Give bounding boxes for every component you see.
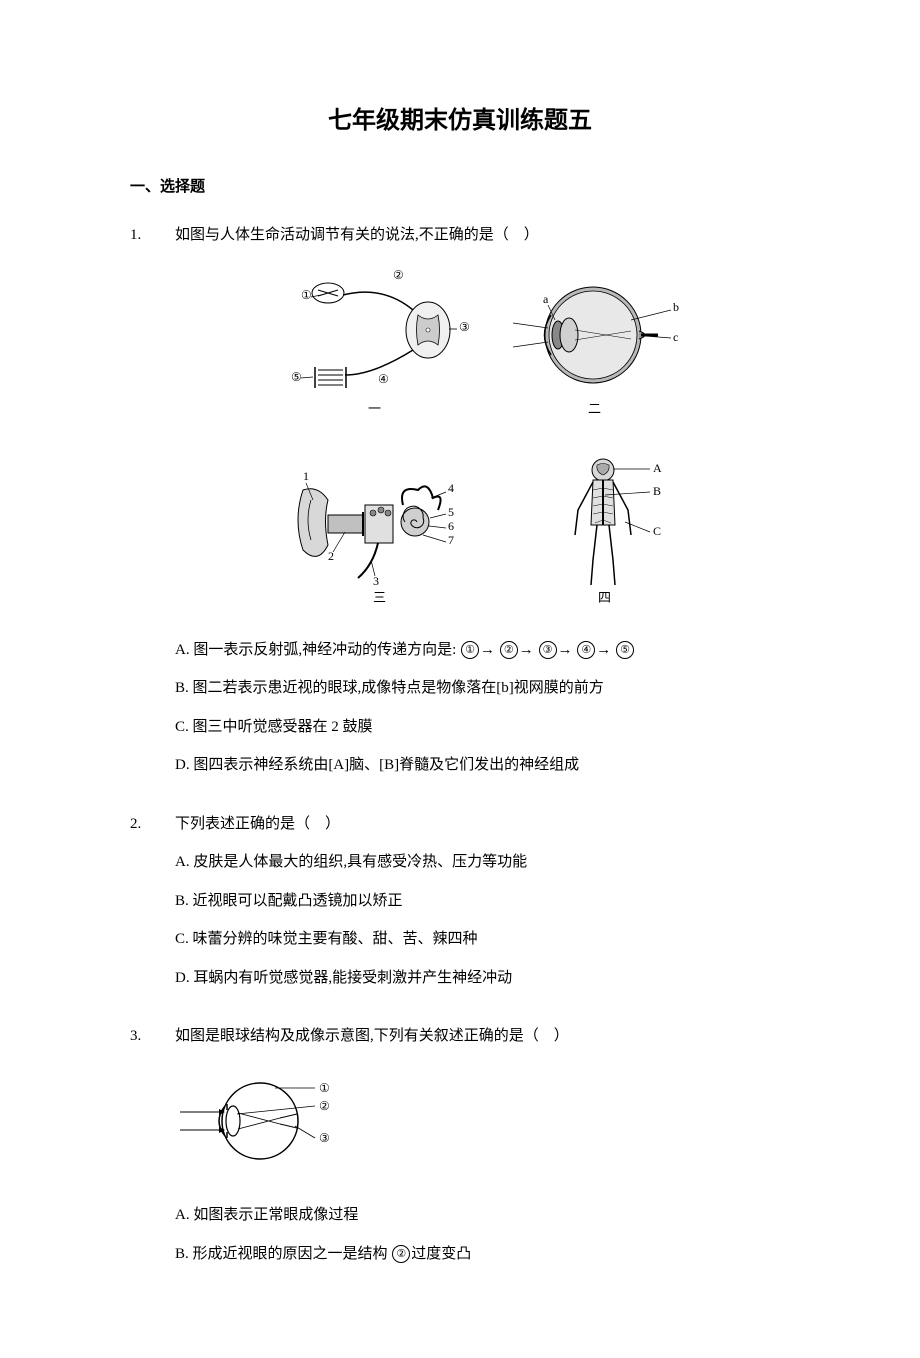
reflex-label-4: ④ — [378, 372, 389, 386]
option-letter: D. — [175, 970, 190, 986]
option-letter: A. — [175, 854, 190, 870]
options-list: A. 图一表示反射弧,神经冲动的传递方向是: ①→ ②→ ③→ ④→ ⑤ B. … — [175, 636, 790, 780]
option-letter: B. — [175, 893, 189, 909]
circled-1: ① — [461, 641, 479, 659]
question-body: 如图与人体生命活动调节有关的说法,不正确的是（ ） ② — [175, 221, 790, 790]
option-text-part: → — [596, 642, 615, 658]
option-text: 皮肤是人体最大的组织,具有感受冷热、压力等功能 — [193, 854, 527, 870]
option-letter: C. — [175, 931, 189, 947]
reflex-label-3: ③ — [459, 320, 470, 334]
option-text-part: 形成近视眼的原因之一是结构 — [193, 1246, 392, 1262]
ear-diagram: 1 2 3 4 5 6 7 三 — [298, 469, 454, 605]
option-b: B. 图二若表示患近视的眼球,成像特点是物像落在[b]视网膜的前方 — [175, 674, 790, 703]
ear-label-1: 1 — [303, 469, 309, 483]
circled-2: ② — [500, 641, 518, 659]
option-a: A. 皮肤是人体最大的组织,具有感受冷热、压力等功能 — [175, 848, 790, 877]
question-number: 1. — [130, 221, 175, 790]
option-text: 如图表示正常眼成像过程 — [193, 1207, 358, 1223]
figure-eye-imaging: ① ② ③ — [175, 1066, 790, 1187]
option-letter: A. — [175, 642, 190, 658]
exam-page: 七年级期末仿真训练题五 一、选择题 1. 如图与人体生命活动调节有关的说法,不正… — [0, 0, 920, 1358]
option-letter: B. — [175, 680, 189, 696]
question-body: 如图是眼球结构及成像示意图,下列有关叙述正确的是（ ） — [175, 1022, 790, 1278]
option-text: 近视眼可以配戴凸透镜加以矫正 — [193, 893, 403, 909]
body-label-a: A — [653, 461, 662, 475]
reflex-label-2: ② — [393, 268, 404, 282]
eye-label-c: c — [673, 330, 678, 344]
option-b: B. 近视眼可以配戴凸透镜加以矫正 — [175, 887, 790, 916]
reflex-arc-eye-figure: ② ① ③ ④ — [273, 265, 693, 425]
question-stem: 如图与人体生命活动调节有关的说法,不正确的是（ ） — [175, 221, 790, 250]
eye-imaging-figure: ① ② ③ — [175, 1066, 345, 1176]
circled-2: ② — [392, 1245, 410, 1263]
eye-label-a: a — [543, 292, 549, 306]
ear-label-3: 3 — [373, 574, 379, 588]
reflex-arc-diagram: ② ① ③ ④ — [291, 268, 470, 416]
eye-diagram: a b c 二 — [513, 287, 679, 416]
option-text: 耳蜗内有听觉感觉器,能接受刺激并产生神经冲动 — [193, 970, 512, 986]
option-a: A. 图一表示反射弧,神经冲动的传递方向是: ①→ ②→ ③→ ④→ ⑤ — [175, 636, 790, 665]
question-1: 1. 如图与人体生命活动调节有关的说法,不正确的是（ ） ② — [130, 221, 790, 790]
options-list: A. 皮肤是人体最大的组织,具有感受冷热、压力等功能 B. 近视眼可以配戴凸透镜… — [175, 848, 790, 992]
option-text: 味蕾分辨的味觉主要有酸、甜、苦、辣四种 — [193, 931, 478, 947]
question-number: 3. — [130, 1022, 175, 1278]
option-text-part: 过度变凸 — [411, 1246, 471, 1262]
options-list: A. 如图表示正常眼成像过程 B. 形成近视眼的原因之一是结构 ②过度变凸 — [175, 1201, 790, 1268]
ear-body-figure: 1 2 3 4 5 6 7 三 — [273, 450, 693, 610]
circled-4: ④ — [577, 641, 595, 659]
reflex-label-5: ⑤ — [291, 370, 302, 384]
option-letter: C. — [175, 719, 189, 735]
reflex-label-1: ① — [301, 288, 312, 302]
option-c: C. 味蕾分辨的味觉主要有酸、甜、苦、辣四种 — [175, 925, 790, 954]
option-text-part: 图一表示反射弧,神经冲动的传递方向是: — [193, 642, 460, 658]
option-d: D. 耳蜗内有听觉感觉器,能接受刺激并产生神经冲动 — [175, 964, 790, 993]
eye-label-b: b — [673, 300, 679, 314]
option-text-part: → — [480, 642, 499, 658]
option-b: B. 形成近视眼的原因之一是结构 ②过度变凸 — [175, 1240, 790, 1269]
circled-5: ⑤ — [616, 641, 634, 659]
ear-caption: 三 — [373, 590, 386, 605]
option-text-part: → — [519, 642, 538, 658]
page-title: 七年级期末仿真训练题五 — [130, 100, 790, 135]
option-text: 图四表示神经系统由[A]脑、[B]脊髓及它们发出的神经组成 — [193, 757, 579, 773]
question-body: 下列表述正确的是（ ） A. 皮肤是人体最大的组织,具有感受冷热、压力等功能 B… — [175, 810, 790, 1003]
ear-label-4: 4 — [448, 481, 454, 495]
eye-imaging-label-3: ③ — [319, 1131, 330, 1145]
eye-imaging-label-2: ② — [319, 1099, 330, 1113]
ear-label-5: 5 — [448, 505, 454, 519]
option-letter: A. — [175, 1207, 190, 1223]
option-text: 图三中听觉感受器在 2 鼓膜 — [193, 719, 373, 735]
section-heading: 一、选择题 — [130, 175, 790, 196]
eye-imaging-label-1: ① — [319, 1081, 330, 1095]
question-2: 2. 下列表述正确的是（ ） A. 皮肤是人体最大的组织,具有感受冷热、压力等功… — [130, 810, 790, 1003]
body-diagram: A B C 四 — [575, 459, 662, 605]
body-caption: 四 — [598, 590, 611, 605]
option-letter: B. — [175, 1246, 189, 1262]
ear-label-2: 2 — [328, 549, 334, 563]
option-c: C. 图三中听觉感受器在 2 鼓膜 — [175, 713, 790, 742]
option-text-part: → — [558, 642, 577, 658]
eye-caption: 二 — [588, 401, 601, 416]
question-stem: 如图是眼球结构及成像示意图,下列有关叙述正确的是（ ） — [175, 1022, 790, 1051]
body-label-c: C — [653, 524, 661, 538]
option-letter: D. — [175, 757, 190, 773]
option-d: D. 图四表示神经系统由[A]脑、[B]脊髓及它们发出的神经组成 — [175, 751, 790, 780]
reflex-caption: 一 — [368, 401, 381, 416]
question-number: 2. — [130, 810, 175, 1003]
figure-row-1: ② ① ③ ④ — [175, 265, 790, 436]
ear-label-6: 6 — [448, 519, 454, 533]
question-3: 3. 如图是眼球结构及成像示意图,下列有关叙述正确的是（ ） — [130, 1022, 790, 1278]
ear-label-7: 7 — [448, 533, 454, 547]
circled-3: ③ — [539, 641, 557, 659]
option-a: A. 如图表示正常眼成像过程 — [175, 1201, 790, 1230]
body-label-b: B — [653, 484, 661, 498]
figure-row-2: 1 2 3 4 5 6 7 三 — [175, 450, 790, 621]
question-stem: 下列表述正确的是（ ） — [175, 810, 790, 839]
option-text: 图二若表示患近视的眼球,成像特点是物像落在[b]视网膜的前方 — [193, 680, 604, 696]
